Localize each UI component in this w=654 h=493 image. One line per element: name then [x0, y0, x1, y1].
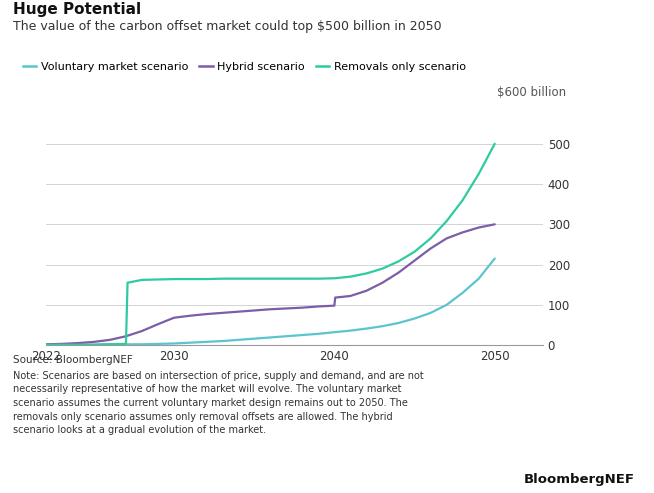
Text: Source: BloombergNEF: Source: BloombergNEF — [13, 355, 133, 365]
Text: $600 billion: $600 billion — [496, 86, 566, 99]
Legend: Voluntary market scenario, Hybrid scenario, Removals only scenario: Voluntary market scenario, Hybrid scenar… — [18, 57, 470, 76]
Text: Huge Potential: Huge Potential — [13, 2, 141, 17]
Text: Note: Scenarios are based on intersection of price, supply and demand, and are n: Note: Scenarios are based on intersectio… — [13, 371, 424, 435]
Text: The value of the carbon offset market could top $500 billion in 2050: The value of the carbon offset market co… — [13, 20, 441, 33]
Text: BloombergNEF: BloombergNEF — [523, 473, 634, 486]
